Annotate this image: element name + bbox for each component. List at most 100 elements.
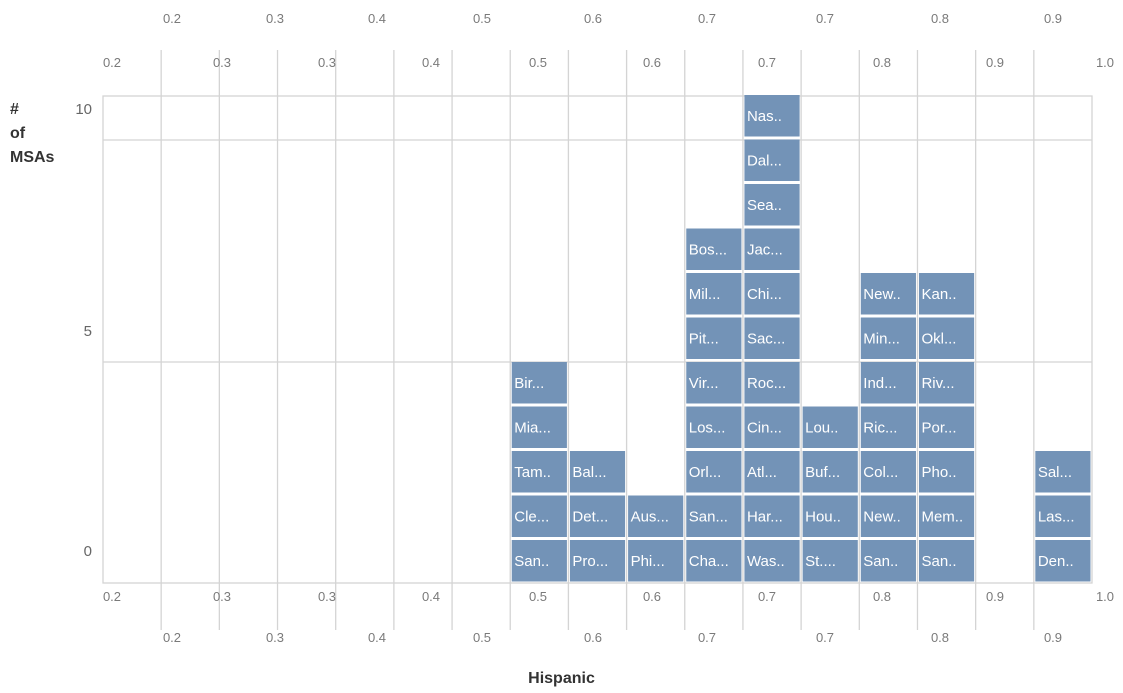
bar-cell-label: Los... (689, 419, 726, 436)
bar-cell (511, 362, 567, 404)
bar-cell-label: Lou.. (805, 419, 838, 436)
bar-cell (860, 362, 916, 404)
bar-cell-label: Sac... (747, 330, 785, 347)
y-axis-label-line-3: MSAs (10, 149, 55, 166)
bar-cell (744, 139, 800, 181)
bar-cell-label: Pho.. (921, 464, 956, 481)
x-tick-label-bottom-outer: 0.2 (163, 630, 181, 645)
bar-cell (511, 540, 567, 582)
bar-cell (686, 495, 742, 537)
bar-cell (569, 451, 626, 493)
bar-cell-label: Cha... (689, 553, 729, 570)
x-tick-label-bottom-inner: 0.7 (758, 589, 776, 604)
bar-cell-label: Tam.. (514, 464, 551, 481)
bar-cell-label: New.. (863, 286, 901, 303)
bar-cell (802, 406, 858, 448)
y-tick-label: 0 (84, 543, 92, 560)
bar-cell-label: Min... (863, 330, 900, 347)
bar-cell (802, 495, 858, 537)
x-tick-label-bottom-inner: 0.4 (422, 589, 440, 604)
bar-cell (860, 540, 916, 582)
bar-cell (569, 495, 626, 537)
bar-cell (744, 451, 800, 493)
bar-cell-label: St.... (805, 553, 836, 570)
bar-cell-label: Bos... (689, 241, 727, 258)
bar-cell-label: San.. (921, 553, 956, 570)
x-tick-label-bottom-inner: 0.3 (318, 589, 336, 604)
bar-cell (511, 451, 567, 493)
bar-cell-label: Ric... (863, 419, 897, 436)
x-tick-label-bottom-inner: 0.6 (643, 589, 661, 604)
bar-cell (1035, 495, 1091, 537)
x-tick-label-top-inner: 0.7 (758, 55, 776, 70)
bar-cell-label: Roc... (747, 375, 786, 392)
x-tick-label-bottom-inner: 0.9 (986, 589, 1004, 604)
bar-cell (744, 540, 800, 582)
bar-cell-label: Mil... (689, 286, 721, 303)
bar-cell-label: Nas.. (747, 108, 782, 125)
bar-cell-label: Cle... (514, 508, 549, 525)
bar-cell-label: Det... (572, 508, 608, 525)
bar-cell-label: Den.. (1038, 553, 1074, 570)
bar-cell (918, 540, 975, 582)
y-tick-label: 10 (75, 101, 92, 118)
bar-cell-label: Phi... (631, 553, 665, 570)
bar-cell (686, 540, 742, 582)
bar-cell (918, 495, 975, 537)
bar-cell-label: Dal... (747, 152, 782, 169)
x-tick-label-bottom-outer: 0.6 (584, 630, 602, 645)
y-axis-label-line-1: # (10, 101, 19, 118)
x-tick-label-bottom-outer: 0.7 (698, 630, 716, 645)
x-tick-label-top-outer: 0.2 (163, 11, 181, 26)
x-tick-label-top-inner: 0.2 (103, 55, 121, 70)
x-tick-label-top-inner: 0.9 (986, 55, 1004, 70)
bar-cell (918, 273, 975, 315)
x-tick-label-top-outer: 0.6 (584, 11, 602, 26)
bar-cell (918, 317, 975, 359)
bar-cell-label: Cin... (747, 419, 782, 436)
bar-cell (918, 362, 975, 404)
x-tick-label-bottom-inner: 1.0 (1096, 589, 1114, 604)
x-tick-label-top-inner: 0.3 (318, 55, 336, 70)
bar-cell-label: Por... (921, 419, 956, 436)
bar-cell-label: Vir... (689, 375, 719, 392)
bar-cell (860, 451, 916, 493)
bar-cell (628, 540, 684, 582)
x-tick-label-bottom-outer: 0.5 (473, 630, 491, 645)
bar-cell (860, 273, 916, 315)
bar-cell-label: Riv... (921, 375, 954, 392)
bar-cell-label: Mem.. (921, 508, 963, 525)
bar-cell-label: Sea.. (747, 197, 782, 214)
bar-cell (569, 540, 626, 582)
x-tick-label-top-outer: 0.4 (368, 11, 386, 26)
x-tick-label-top-outer: 0.7 (816, 11, 834, 26)
x-tick-label-top-inner: 1.0 (1096, 55, 1114, 70)
x-tick-label-top-inner: 0.5 (529, 55, 547, 70)
x-tick-label-bottom-inner: 0.2 (103, 589, 121, 604)
bar-cell (686, 451, 742, 493)
x-tick-label-top-outer: 0.3 (266, 11, 284, 26)
bar-cell-label: Ind... (863, 375, 896, 392)
x-tick-label-bottom-outer: 0.4 (368, 630, 386, 645)
bar-cell (744, 362, 800, 404)
bar-cell-label: San.. (514, 553, 549, 570)
x-tick-label-bottom-outer: 0.3 (266, 630, 284, 645)
bar-cell-label: Bal... (572, 464, 606, 481)
bar-cell (744, 317, 800, 359)
bar-cell-label: Har... (747, 508, 783, 525)
bar-cell (744, 406, 800, 448)
bar-cell-label: Atl... (747, 464, 777, 481)
bar-cell (511, 406, 567, 448)
bar-cell-label: Mia... (514, 419, 551, 436)
bar-cell (744, 495, 800, 537)
bar-cell-label: Jac... (747, 241, 783, 258)
bar-cell-label: Was.. (747, 553, 785, 570)
bar-cell (802, 540, 858, 582)
bar-cell (628, 495, 684, 537)
x-tick-label-top-outer: 0.9 (1044, 11, 1062, 26)
x-tick-label-bottom-outer: 0.9 (1044, 630, 1062, 645)
x-tick-label-top-inner: 0.6 (643, 55, 661, 70)
bar-cell (686, 362, 742, 404)
bar-cell-label: Pit... (689, 330, 719, 347)
bar-cell-label: Hou.. (805, 508, 841, 525)
